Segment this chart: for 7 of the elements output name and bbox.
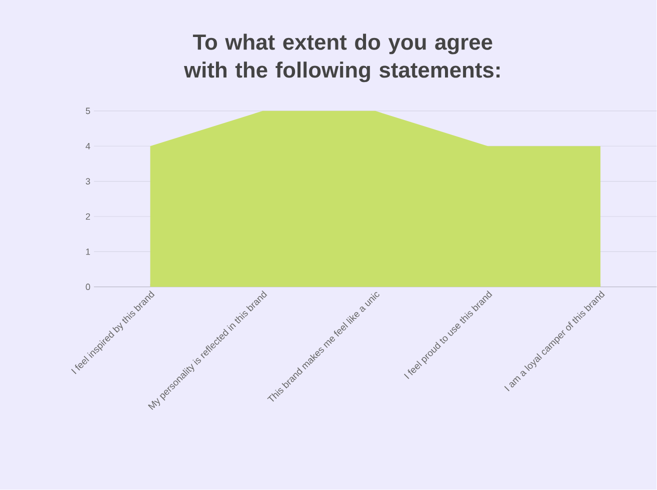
y-tick-label: 4	[86, 143, 90, 150]
y-tick-label: 5	[86, 108, 90, 114]
y-tick-label: 1	[86, 248, 90, 255]
y-tick-label: 0	[86, 284, 90, 290]
y-tick-label: 3	[86, 178, 90, 185]
chart-title: To what extent do you agree with the following statements:	[184, 34, 500, 82]
y-tick-label: 2	[86, 213, 90, 220]
